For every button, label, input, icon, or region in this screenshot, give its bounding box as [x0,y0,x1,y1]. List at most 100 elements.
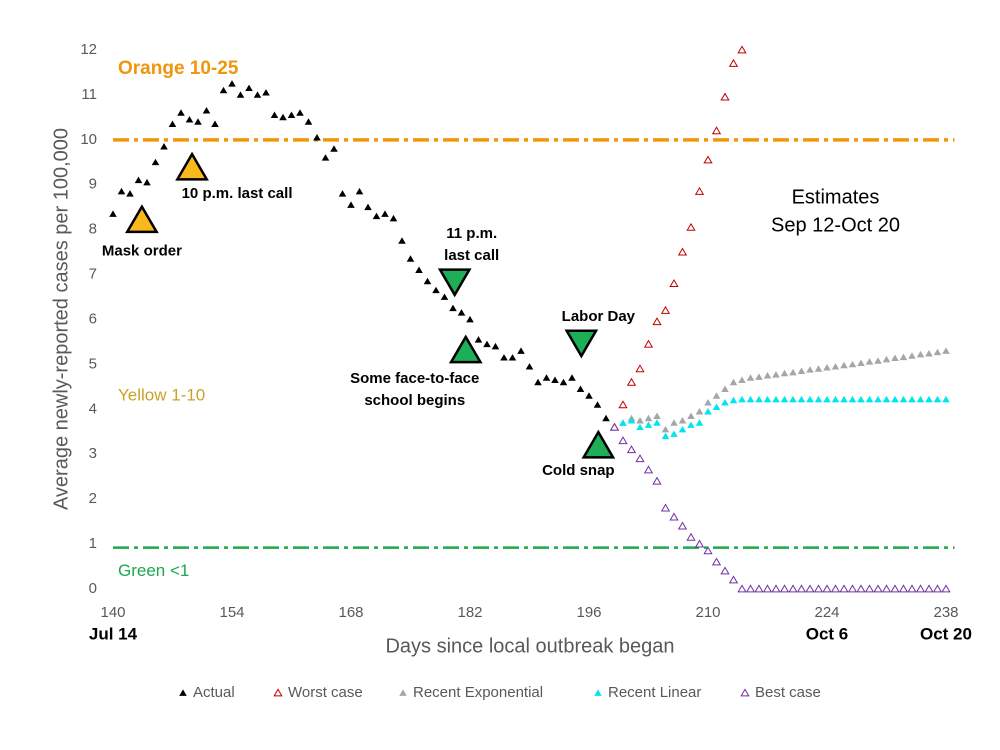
point [737,45,747,54]
point [670,419,678,426]
point [406,255,415,262]
point [551,376,559,384]
point [415,266,423,273]
point [763,372,772,379]
point [780,369,789,377]
point [626,377,637,386]
point [941,584,951,593]
point [813,584,824,593]
point [457,309,466,316]
point [627,416,636,424]
point [185,116,194,123]
point [899,395,908,403]
point [721,398,729,406]
y-tick-label: 4 [89,400,97,417]
y-tick-label: 5 [89,355,97,372]
point [626,445,637,454]
point [602,414,610,422]
point [687,421,695,428]
legend-marker [273,688,283,697]
event-label: Mask order [102,243,182,260]
point [636,423,644,431]
y-tick-label: 6 [89,310,97,327]
point [805,584,815,593]
point [609,422,620,431]
point [712,392,721,399]
point [874,357,882,364]
point [236,91,245,98]
legend-marker [740,688,750,697]
point [823,395,831,403]
point [678,425,687,433]
y-tick-label: 1 [89,535,97,552]
point [398,237,406,244]
point [762,584,773,593]
event-marker [175,151,209,181]
x-axis-title: Days since local outbreak began [385,635,674,657]
point [711,557,722,566]
point [644,421,653,428]
point [652,317,662,326]
point [873,584,883,593]
legend-label: Actual [193,684,235,701]
point [381,210,389,217]
x-tick-label: 238 [933,604,958,621]
point [728,58,739,67]
point [822,584,832,593]
point [270,111,279,119]
point [389,214,398,222]
point [694,186,705,195]
point [653,419,661,426]
point [660,503,671,512]
point [279,113,287,121]
point [806,395,814,403]
point [737,584,747,593]
y-tick-label: 9 [89,176,97,193]
point [840,361,848,369]
point [636,416,644,424]
event-marker [564,329,599,359]
point [677,247,688,256]
point [746,395,755,403]
point [763,395,772,403]
point [754,584,764,593]
legend-marker [399,689,407,696]
point [711,126,722,135]
x-date-label: Oct 20 [920,624,972,643]
y-tick-label: 7 [89,266,97,283]
point [933,348,942,356]
event-marker [437,268,472,298]
point [814,395,823,403]
point [856,584,866,593]
point [932,584,943,593]
point [729,378,738,386]
point [882,355,891,363]
point [618,436,628,445]
point [652,476,662,485]
point [745,584,756,593]
point [245,84,253,92]
point [874,395,882,403]
y-tick-label: 12 [80,41,97,58]
point [721,385,729,393]
point [313,133,321,141]
x-date-label: Jul 14 [89,624,138,643]
point [525,363,534,370]
event-label: 11 p.m. [446,225,497,242]
point [321,154,330,161]
point [720,92,730,101]
point [287,111,296,119]
point [857,395,865,403]
point [686,532,696,541]
point [797,395,806,403]
point [677,521,688,530]
point [202,107,211,114]
point [823,363,831,371]
x-date-label: Oct 6 [806,624,849,643]
point [865,358,874,365]
point [933,395,942,403]
point [211,120,219,127]
x-tick-label: 154 [219,604,244,621]
point [338,190,347,197]
x-tick-label: 140 [100,604,125,621]
